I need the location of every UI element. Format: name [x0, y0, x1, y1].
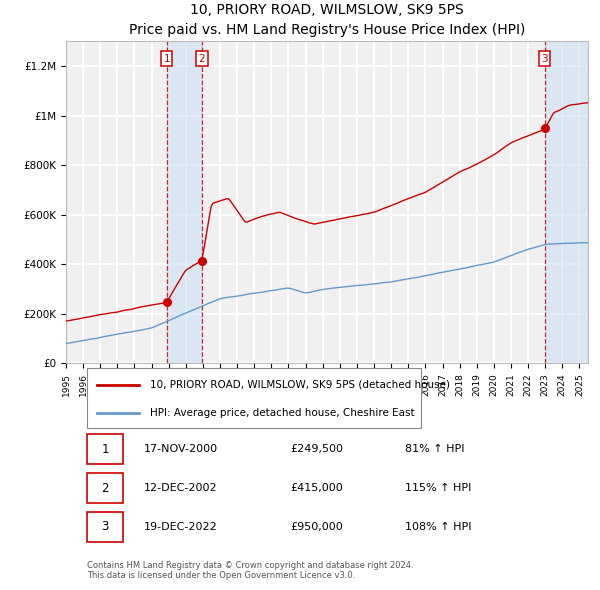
Bar — [545, 41, 588, 363]
Text: 1: 1 — [163, 54, 170, 64]
Text: £249,500: £249,500 — [290, 444, 343, 454]
Text: 1: 1 — [101, 443, 109, 456]
Text: 3: 3 — [101, 520, 109, 533]
FancyBboxPatch shape — [87, 473, 124, 503]
Text: 3: 3 — [541, 54, 548, 64]
FancyBboxPatch shape — [87, 368, 421, 428]
Text: HPI: Average price, detached house, Cheshire East: HPI: Average price, detached house, Ches… — [149, 408, 414, 418]
Text: 10, PRIORY ROAD, WILMSLOW, SK9 5PS (detached house): 10, PRIORY ROAD, WILMSLOW, SK9 5PS (deta… — [149, 380, 449, 390]
Text: 2: 2 — [199, 54, 205, 64]
Text: £415,000: £415,000 — [290, 483, 343, 493]
Text: 115% ↑ HPI: 115% ↑ HPI — [406, 483, 472, 493]
Text: 2: 2 — [101, 481, 109, 494]
Text: £950,000: £950,000 — [290, 522, 343, 532]
FancyBboxPatch shape — [87, 512, 124, 542]
FancyBboxPatch shape — [87, 434, 124, 464]
Text: 81% ↑ HPI: 81% ↑ HPI — [406, 444, 465, 454]
Bar — [167, 41, 202, 363]
Title: 10, PRIORY ROAD, WILMSLOW, SK9 5PS
Price paid vs. HM Land Registry's House Price: 10, PRIORY ROAD, WILMSLOW, SK9 5PS Price… — [129, 3, 525, 37]
Text: 12-DEC-2002: 12-DEC-2002 — [145, 483, 218, 493]
Text: 17-NOV-2000: 17-NOV-2000 — [145, 444, 218, 454]
Text: Contains HM Land Registry data © Crown copyright and database right 2024.
This d: Contains HM Land Registry data © Crown c… — [87, 561, 413, 581]
Text: 19-DEC-2022: 19-DEC-2022 — [145, 522, 218, 532]
Text: 108% ↑ HPI: 108% ↑ HPI — [406, 522, 472, 532]
